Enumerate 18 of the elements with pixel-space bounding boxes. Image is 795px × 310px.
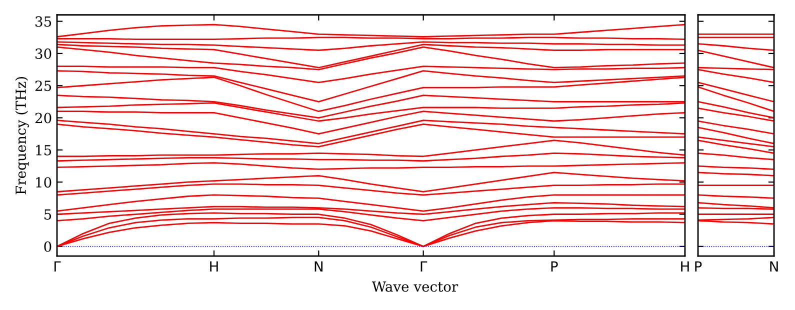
x-tick-label: N	[770, 261, 778, 272]
x-tick-label: Γ	[420, 261, 428, 272]
y-tick-label: 35	[36, 16, 52, 27]
y-tick-label: 20	[35, 112, 52, 124]
x-tick-label: P	[695, 261, 702, 272]
x-tick-label: H	[681, 261, 689, 272]
x-tick-label: P	[551, 261, 558, 272]
x-tick-label: Γ	[54, 261, 61, 272]
y-tick-label: 5	[44, 209, 52, 220]
y-tick-label: 25	[35, 80, 52, 92]
y-tick-label: 10	[36, 177, 52, 188]
x-tick-label: H	[210, 261, 218, 272]
y-tick-label: 0	[44, 241, 52, 252]
y-axis-title: Frequency (THz)	[15, 77, 29, 194]
y-tick-label: 15	[36, 144, 52, 156]
x-axis-title: Wave vector	[372, 281, 458, 292]
x-tick-label: N	[314, 261, 322, 272]
y-tick-label: 30	[36, 48, 52, 59]
